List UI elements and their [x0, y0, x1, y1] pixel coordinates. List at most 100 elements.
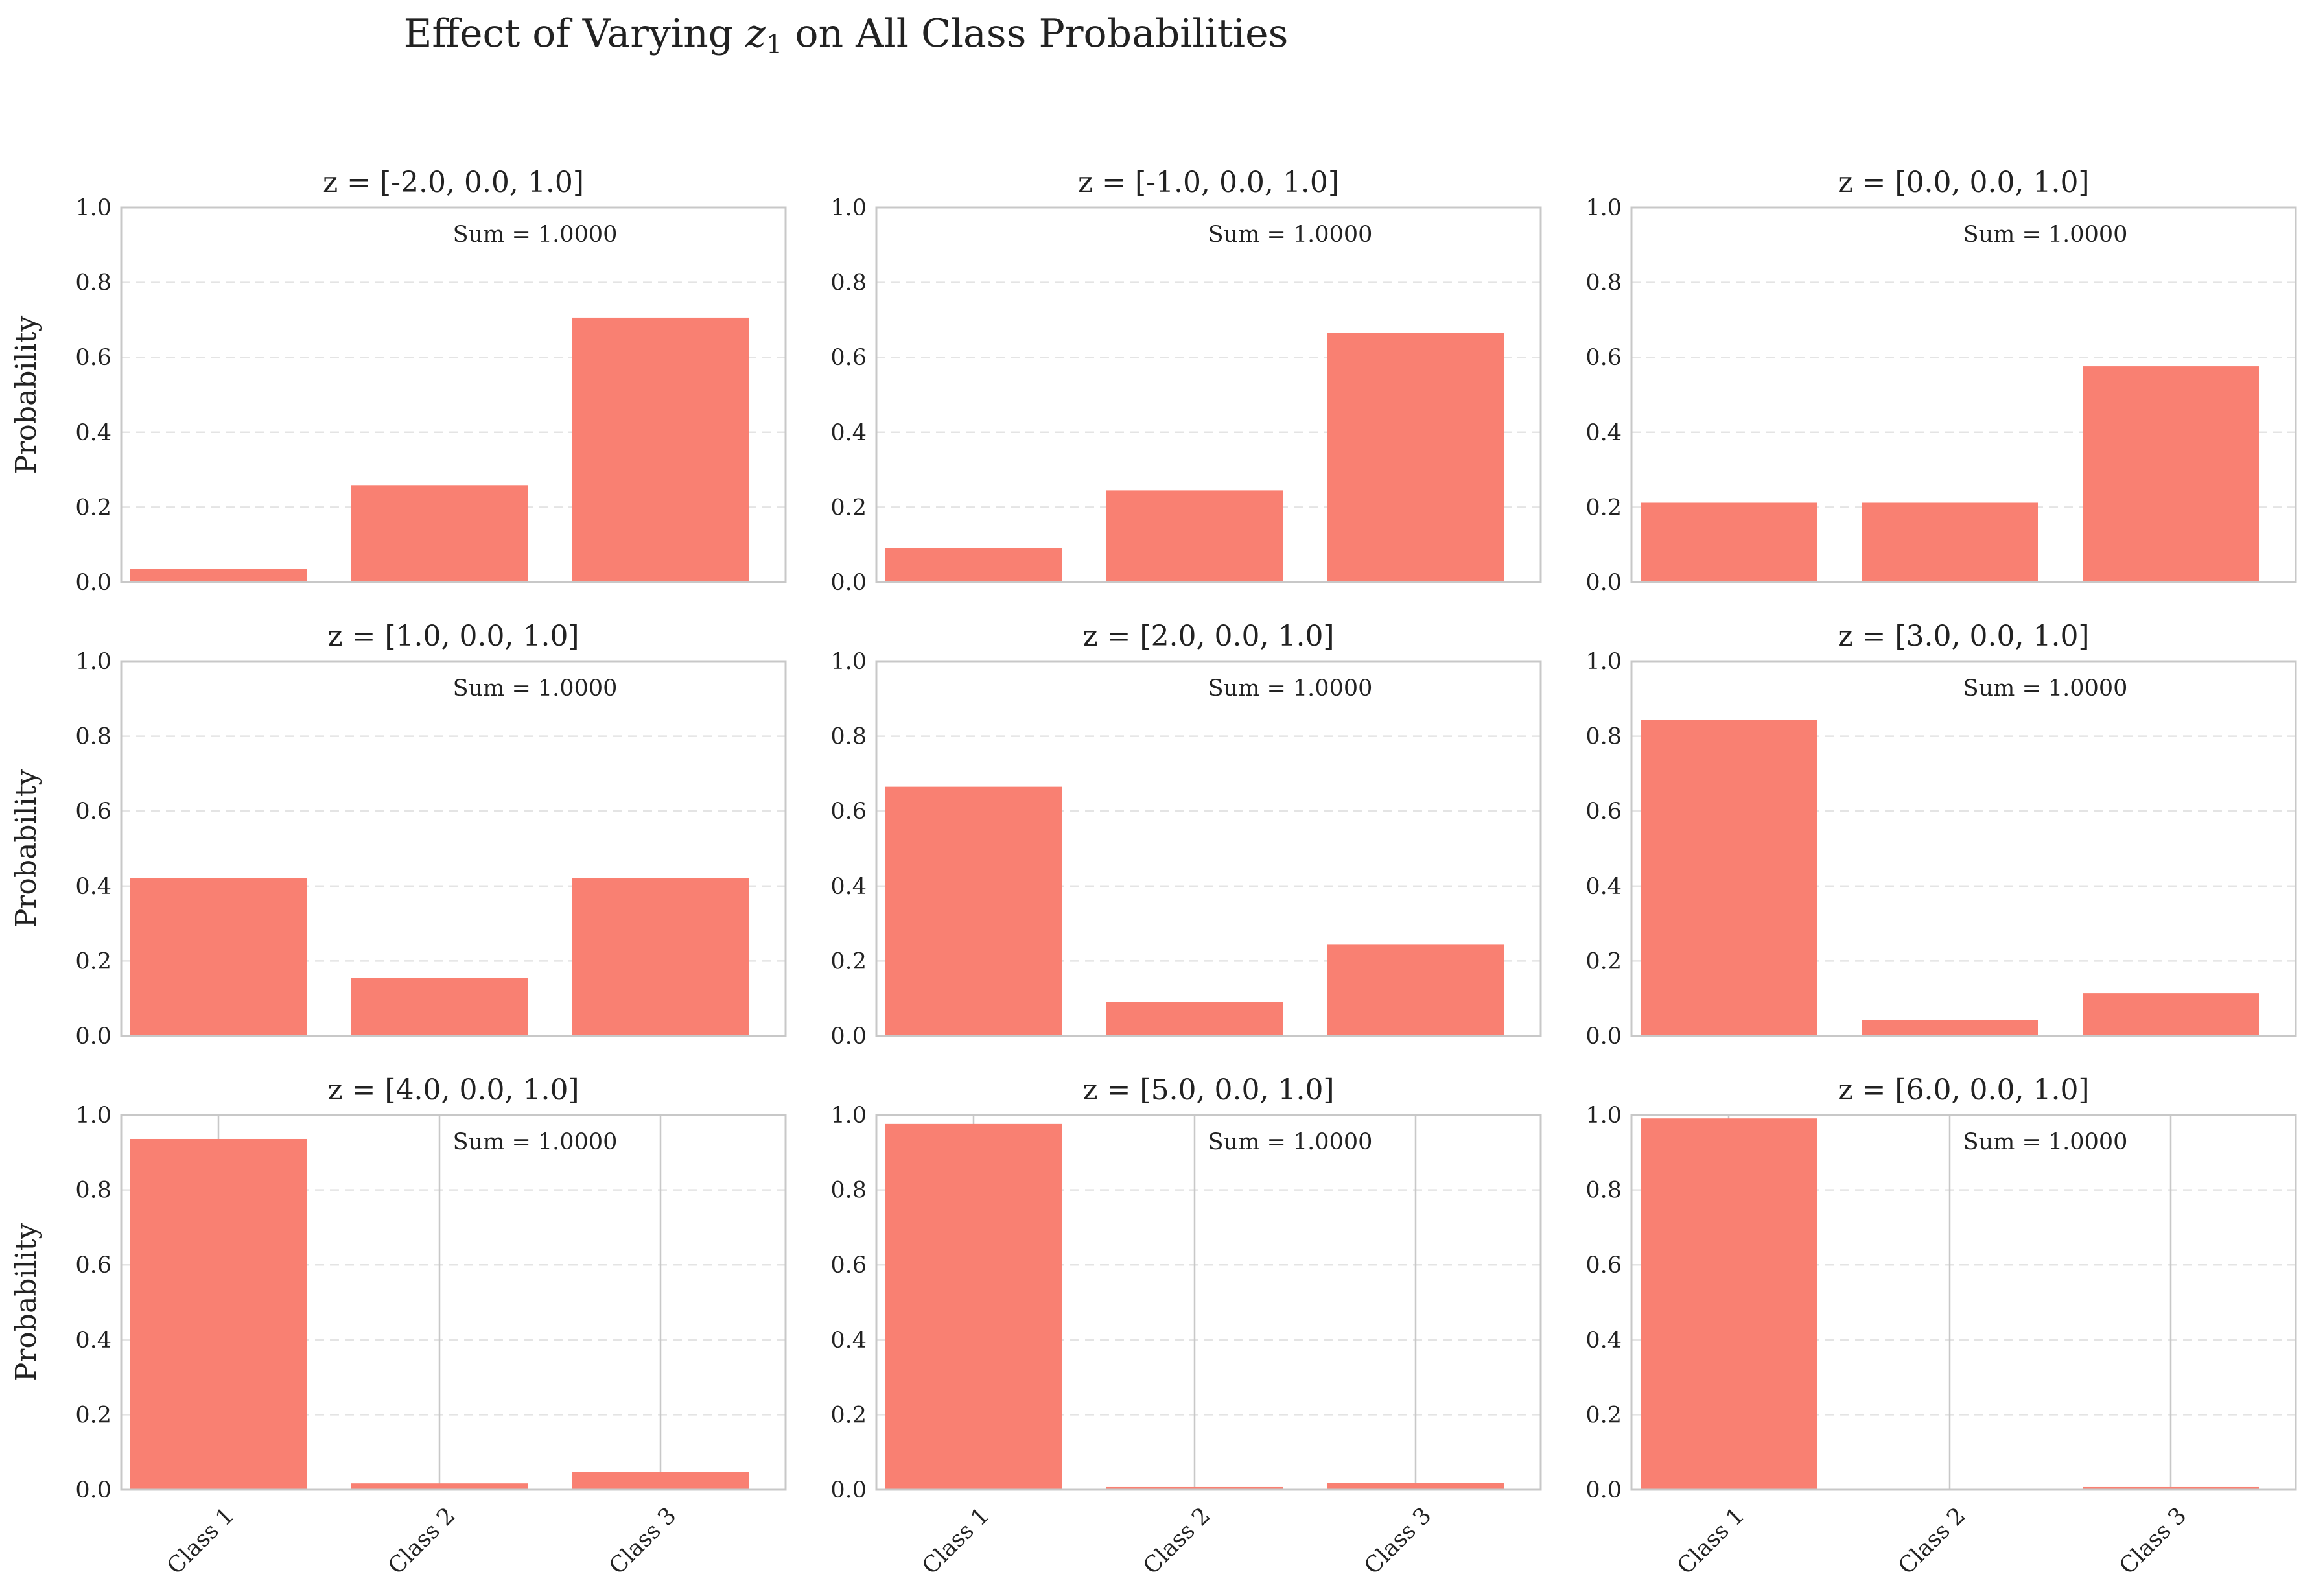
y-tick-label: 1.0: [75, 195, 111, 221]
subplot-title: z = [-1.0, 0.0, 1.0]: [1078, 166, 1339, 199]
subplot-1: 0.0 0.2 0.4 0.6 0.8 1.0 z = [-2.0, 0.0, 1.0] Su…: [10, 166, 787, 596]
y-tick-label: 0.0: [75, 570, 111, 596]
y-tick-label: 0.8: [75, 1178, 111, 1204]
subplot-4: 0.0 0.2 0.4 0.6 0.8 1.0 z = [1.0, 0.0, 1.0] Sum…: [10, 620, 787, 1050]
y-tick-label: 1.0: [1585, 1103, 1622, 1129]
subplot-title: z = [0.0, 0.0, 1.0]: [1838, 166, 2089, 199]
y-tick-label: 0.8: [830, 270, 867, 296]
x-tick-label: Class 3: [1359, 1503, 1436, 1580]
y-tick-label: 0.2: [75, 948, 111, 974]
bar-class-2: [1862, 1020, 2038, 1036]
figure-title: Effect of Varying z1 on All Class Probab…: [404, 11, 1289, 60]
y-tick-label: 0.4: [830, 874, 867, 900]
bar-class-2: [351, 485, 528, 582]
y-tick-label: 0.4: [1585, 1328, 1622, 1354]
x-tick-label: Class 1: [1672, 1503, 1749, 1580]
axes-frame: [875, 660, 1542, 1037]
bar-class-3: [572, 1472, 749, 1490]
bar-class-2: [1106, 1486, 1283, 1490]
bar-class-3: [1327, 333, 1504, 582]
x-tick-label: Class 3: [2114, 1503, 2191, 1580]
y-tick-label: 0.2: [1585, 1402, 1622, 1428]
subplot-grid: 0.0 0.2 0.4 0.6 0.8 1.0 z = [-2.0, 0.0, 1.0] Su…: [10, 166, 2297, 1580]
sum-annotation: Sum = 1.0000: [1208, 675, 1373, 701]
axes-frame: [120, 1114, 787, 1491]
y-tick-label: 0.6: [75, 799, 111, 825]
subplot-title: z = [4.0, 0.0, 1.0]: [327, 1074, 579, 1107]
y-tick-label: 0.8: [75, 724, 111, 750]
y-tick-label: 0.6: [830, 1252, 867, 1278]
axes-frame: [120, 206, 787, 583]
axes-frame: [120, 660, 787, 1037]
axes-frame: [1630, 1114, 2297, 1491]
subplot-8: 0.0 0.2 0.4 0.6 0.8 1.0 z = [5.0, 0.0, 1.0] Sum…: [830, 1074, 1542, 1580]
y-tick-label: 0.0: [1585, 570, 1622, 596]
y-tick-label: 0.4: [75, 874, 111, 900]
sum-annotation: Sum = 1.0000: [453, 675, 618, 701]
subplot-title: z = [1.0, 0.0, 1.0]: [327, 620, 579, 653]
y-axis-label: Probability: [10, 1223, 43, 1382]
x-tick-label: Class 1: [162, 1503, 239, 1580]
subplot-9: 0.0 0.2 0.4 0.6 0.8 1.0 z = [6.0, 0.0, 1.0] Sum…: [1585, 1074, 2297, 1580]
x-tick-label: Class 2: [1138, 1503, 1215, 1580]
x-tick-label: Class 2: [383, 1503, 460, 1580]
y-tick-label: 0.0: [830, 1024, 867, 1050]
subplot-2: 0.0 0.2 0.4 0.6 0.8 1.0 z = [-1.0, 0.0, 1.0] Su…: [830, 166, 1542, 596]
y-tick-label: 0.2: [830, 1402, 867, 1428]
sum-annotation: Sum = 1.0000: [453, 222, 618, 248]
y-tick-label: 0.6: [75, 345, 111, 371]
y-tick-label: 0.0: [830, 570, 867, 596]
figure-title-prefix: Effect of Varying: [404, 11, 746, 56]
bar-class-1: [130, 878, 307, 1036]
x-tick-label: Class 3: [604, 1503, 681, 1580]
subplot-5: 0.0 0.2 0.4 0.6 0.8 1.0 z = [2.0, 0.0, 1.0] Sum…: [830, 620, 1542, 1050]
y-tick-label: 0.2: [75, 1402, 111, 1428]
y-tick-label: 0.8: [1585, 1178, 1622, 1204]
y-tick-label: 1.0: [830, 649, 867, 675]
subplot-title: z = [2.0, 0.0, 1.0]: [1082, 620, 1334, 653]
y-tick-label: 0.2: [1585, 495, 1622, 521]
bar-class-1: [130, 569, 307, 582]
bar-class-2: [1106, 1002, 1283, 1036]
figure-title-suffix: on All Class Probabilities: [782, 11, 1288, 56]
bar-class-3: [2083, 1486, 2259, 1490]
subplot-title: z = [-2.0, 0.0, 1.0]: [323, 166, 584, 199]
figure-title-var: z: [745, 11, 766, 56]
y-tick-label: 0.4: [1585, 874, 1622, 900]
x-tick-label: Class 1: [917, 1503, 994, 1580]
y-tick-label: 0.8: [830, 724, 867, 750]
sum-annotation: Sum = 1.0000: [1208, 1129, 1373, 1155]
sum-annotation: Sum = 1.0000: [453, 1129, 618, 1155]
bar-class-1: [1641, 720, 1817, 1036]
y-tick-label: 0.8: [75, 270, 111, 296]
sum-annotation: Sum = 1.0000: [1963, 222, 2128, 248]
axes-frame: [1630, 206, 2297, 583]
sum-annotation: Sum = 1.0000: [1208, 222, 1373, 248]
bar-class-3: [1327, 1483, 1504, 1490]
bar-class-2: [351, 978, 528, 1036]
subplot-3: 0.0 0.2 0.4 0.6 0.8 1.0 z = [0.0, 0.0, 1.0] Sum…: [1585, 166, 2297, 596]
axes-frame: [875, 206, 1542, 583]
y-tick-label: 0.6: [1585, 1252, 1622, 1278]
y-tick-label: 0.6: [1585, 799, 1622, 825]
axes-frame: [1630, 660, 2297, 1037]
y-axis-label: Probability: [10, 769, 43, 928]
y-axis-label: Probability: [10, 316, 43, 475]
axes-frame: [875, 1114, 1542, 1491]
bar-class-1: [885, 1123, 1062, 1490]
y-tick-label: 0.0: [830, 1477, 867, 1503]
bar-class-2: [1862, 502, 2038, 582]
y-tick-label: 0.2: [75, 495, 111, 521]
y-tick-label: 0.2: [830, 495, 867, 521]
figure-title-var-sub: 1: [766, 30, 782, 60]
y-tick-label: 0.0: [1585, 1024, 1622, 1050]
y-tick-label: 0.0: [1585, 1477, 1622, 1503]
y-tick-label: 1.0: [75, 1103, 111, 1129]
y-tick-label: 0.4: [75, 420, 111, 446]
y-tick-label: 0.4: [1585, 420, 1622, 446]
subplot-title: z = [6.0, 0.0, 1.0]: [1838, 1074, 2089, 1107]
y-tick-label: 0.6: [1585, 345, 1622, 371]
y-tick-label: 0.6: [830, 799, 867, 825]
y-tick-label: 0.4: [830, 420, 867, 446]
